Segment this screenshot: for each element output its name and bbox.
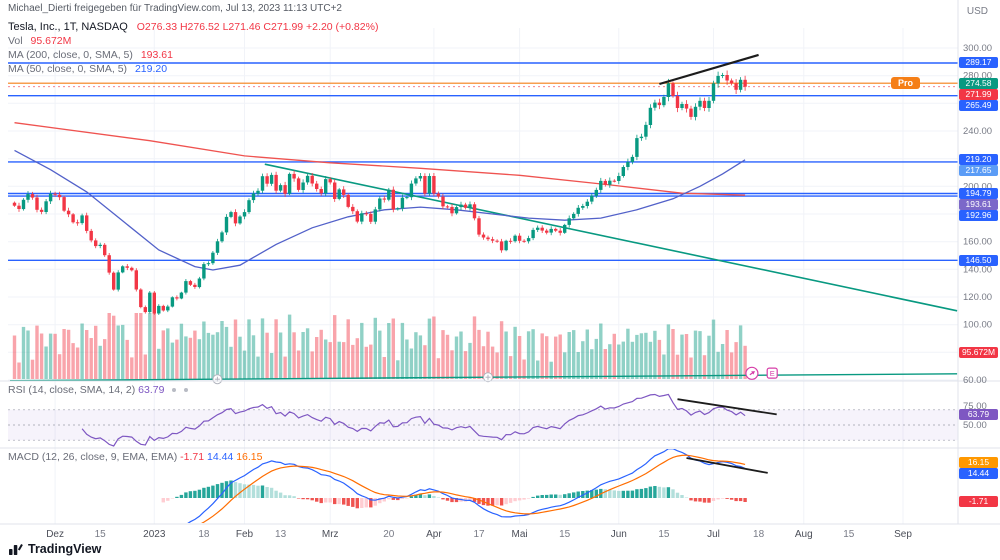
tradingview-logo[interactable] xyxy=(8,541,23,556)
macd-line-value: 14.44 xyxy=(207,451,234,463)
axis-price-badge: 274.58 xyxy=(959,77,998,89)
svg-text:Dez: Dez xyxy=(46,529,64,540)
svg-text:60.00: 60.00 xyxy=(963,375,987,386)
svg-text:140.00: 140.00 xyxy=(963,264,992,275)
axis-price-badge: 289.17 xyxy=(959,57,998,69)
axis-price-badge: 219.20 xyxy=(959,154,998,166)
svg-text:Jul: Jul xyxy=(707,529,720,540)
svg-text:Feb: Feb xyxy=(236,529,254,540)
svg-text:15: 15 xyxy=(843,529,855,540)
axis-price-badge: 16.15 xyxy=(959,456,998,468)
svg-text:50.00: 50.00 xyxy=(963,420,987,431)
svg-text:160.00: 160.00 xyxy=(963,237,992,248)
rsi-legend-row[interactable]: RSI (14, close, SMA, 14, 2) 63.79 xyxy=(8,384,189,396)
axis-price-badge: 95.672M xyxy=(959,346,998,358)
svg-text:18: 18 xyxy=(753,529,765,540)
macd-legend-row[interactable]: MACD (12, 26, close, 9, EMA, EMA) -1.71 … xyxy=(8,451,262,463)
rsi-band-dot xyxy=(184,388,189,393)
macd-label: MACD (12, 26, close, 9, EMA, EMA) xyxy=(8,451,178,463)
svg-text:Sep: Sep xyxy=(894,529,912,540)
svg-text:20: 20 xyxy=(383,529,395,540)
rsi-label: RSI (14, close, SMA, 14, 2) xyxy=(8,384,136,396)
pro-alert-badge[interactable]: Pro xyxy=(891,77,921,89)
svg-text:100.00: 100.00 xyxy=(963,320,992,331)
ma200-legend-row[interactable]: MA (200, close, 0, SMA, 5) 193.61 xyxy=(8,48,378,62)
chart-canvas[interactable]: E300.00280.00260.00240.00220.00200.00180… xyxy=(0,0,1000,545)
symbol-title[interactable]: Tesla, Inc., 1T, NASDAQ xyxy=(8,21,128,33)
svg-text:15: 15 xyxy=(95,529,107,540)
svg-text:75.00: 75.00 xyxy=(963,401,987,412)
macd-signal-value: 16.15 xyxy=(236,451,263,463)
axis-price-badge: -1.71 xyxy=(959,496,998,508)
ma50-legend-row[interactable]: MA (50, close, 0, SMA, 5) 219.20 xyxy=(8,62,378,76)
tradingview-wordmark[interactable]: TradingView xyxy=(28,541,102,556)
symbol-legend: Tesla, Inc., 1T, NASDAQ O276.33 H276.52 … xyxy=(8,20,378,76)
svg-text:Aug: Aug xyxy=(795,529,813,540)
volume-label: Vol xyxy=(8,35,23,47)
axis-price-badge: 271.99 xyxy=(959,88,998,100)
volume-value: 95.672M xyxy=(30,35,72,47)
symbol-row[interactable]: Tesla, Inc., 1T, NASDAQ O276.33 H276.52 … xyxy=(8,20,378,34)
ma50-label: MA (50, close, 0, SMA, 5) xyxy=(8,63,128,75)
axis-price-badge: 217.65 xyxy=(959,165,998,177)
svg-text:E: E xyxy=(770,369,775,378)
share-attribution: Michael_Dierti freigegeben für TradingVi… xyxy=(8,3,342,14)
axis-price-badge: 63.79 xyxy=(959,409,998,421)
ma200-label: MA (200, close, 0, SMA, 5) xyxy=(8,49,133,61)
ma50-value: 219.20 xyxy=(134,63,168,75)
svg-text:Mai: Mai xyxy=(512,529,528,540)
volume-legend-row[interactable]: Vol 95.672M xyxy=(8,34,378,48)
svg-text:15: 15 xyxy=(658,529,670,540)
ohlc-values: O276.33 H276.52 L271.46 C271.99 +2.20 (+… xyxy=(136,21,379,33)
axis-price-badge: 192.96 xyxy=(959,210,998,222)
svg-text:120.00: 120.00 xyxy=(963,292,992,303)
axis-price-badge: 265.49 xyxy=(959,99,998,111)
svg-text:13: 13 xyxy=(275,529,287,540)
svg-text:Mrz: Mrz xyxy=(322,529,339,540)
svg-text:18: 18 xyxy=(198,529,210,540)
ma200-value: 193.61 xyxy=(140,49,173,61)
svg-text:Jun: Jun xyxy=(611,529,627,540)
svg-text:280.00: 280.00 xyxy=(963,71,992,82)
footer: TradingView xyxy=(8,541,101,556)
svg-text:2023: 2023 xyxy=(143,529,166,540)
rsi-band-dot xyxy=(172,388,177,393)
svg-text:15: 15 xyxy=(559,529,571,540)
axis-price-badge: 14.44 xyxy=(959,467,998,479)
svg-text:Apr: Apr xyxy=(426,529,442,540)
axis-price-badge: 146.50 xyxy=(959,254,998,266)
axis-price-badge: 194.79 xyxy=(959,188,998,200)
axis-price-badge: 193.61 xyxy=(959,199,998,211)
svg-text:17: 17 xyxy=(473,529,485,540)
svg-text:200.00: 200.00 xyxy=(963,181,992,192)
currency-label[interactable]: USD xyxy=(966,6,988,17)
svg-text:240.00: 240.00 xyxy=(963,126,992,137)
svg-text:300.00: 300.00 xyxy=(963,43,992,54)
macd-hist-value: -1.71 xyxy=(180,451,205,463)
rsi-value: 63.79 xyxy=(138,384,165,396)
